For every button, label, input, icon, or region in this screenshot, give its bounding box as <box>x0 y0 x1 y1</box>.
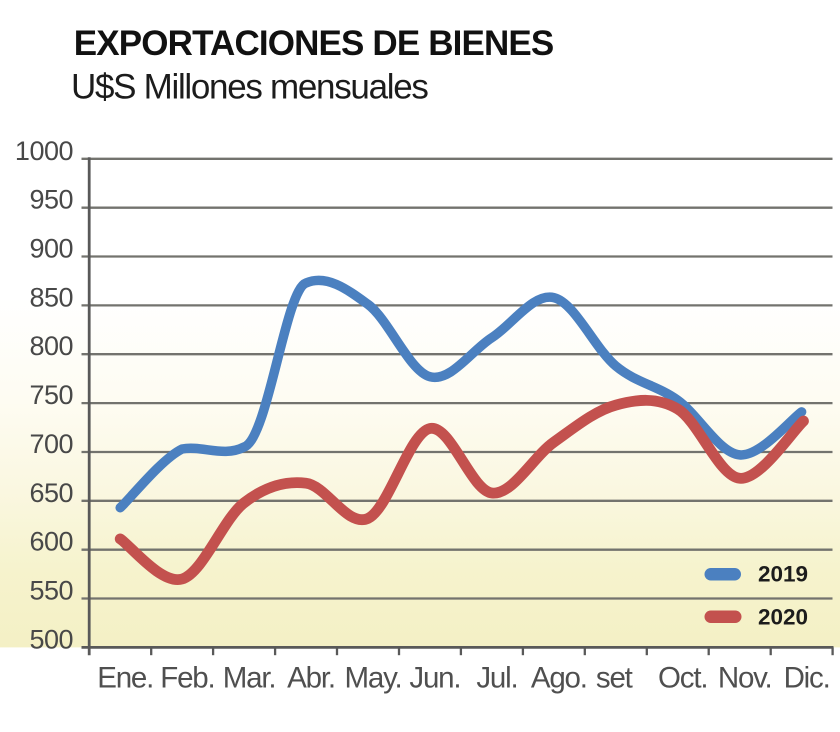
svg-text:Dic.: Dic. <box>784 662 830 695</box>
svg-text:700: 700 <box>29 429 73 459</box>
svg-text:500: 500 <box>29 624 73 654</box>
svg-text:750: 750 <box>29 380 73 410</box>
svg-text:Oct.: Oct. <box>658 662 707 695</box>
svg-text:950: 950 <box>29 185 73 215</box>
svg-text:Jul.: Jul. <box>476 662 517 695</box>
svg-text:1000: 1000 <box>15 136 73 166</box>
svg-text:Nov.: Nov. <box>718 662 772 695</box>
svg-text:May.: May. <box>345 662 402 695</box>
svg-text:Ene.: Ene. <box>97 662 153 695</box>
svg-text:Abr.: Abr. <box>287 662 335 695</box>
svg-text:2019: 2019 <box>758 562 808 587</box>
svg-text:800: 800 <box>29 331 73 361</box>
svg-text:Jun.: Jun. <box>409 662 460 695</box>
svg-text:650: 650 <box>29 478 73 508</box>
svg-text:550: 550 <box>29 576 73 606</box>
svg-text:850: 850 <box>29 282 73 312</box>
svg-text:600: 600 <box>29 527 73 557</box>
svg-text:Ago.: Ago. <box>531 662 587 695</box>
svg-text:U$S Millones mensuales: U$S Millones mensuales <box>71 68 428 107</box>
svg-text:set: set <box>596 662 633 695</box>
svg-text:EXPORTACIONES DE BIENES: EXPORTACIONES DE BIENES <box>74 24 554 63</box>
svg-text:900: 900 <box>29 234 73 264</box>
svg-text:2020: 2020 <box>758 605 808 630</box>
svg-text:Feb.: Feb. <box>160 662 214 695</box>
svg-text:Mar.: Mar. <box>223 662 276 695</box>
